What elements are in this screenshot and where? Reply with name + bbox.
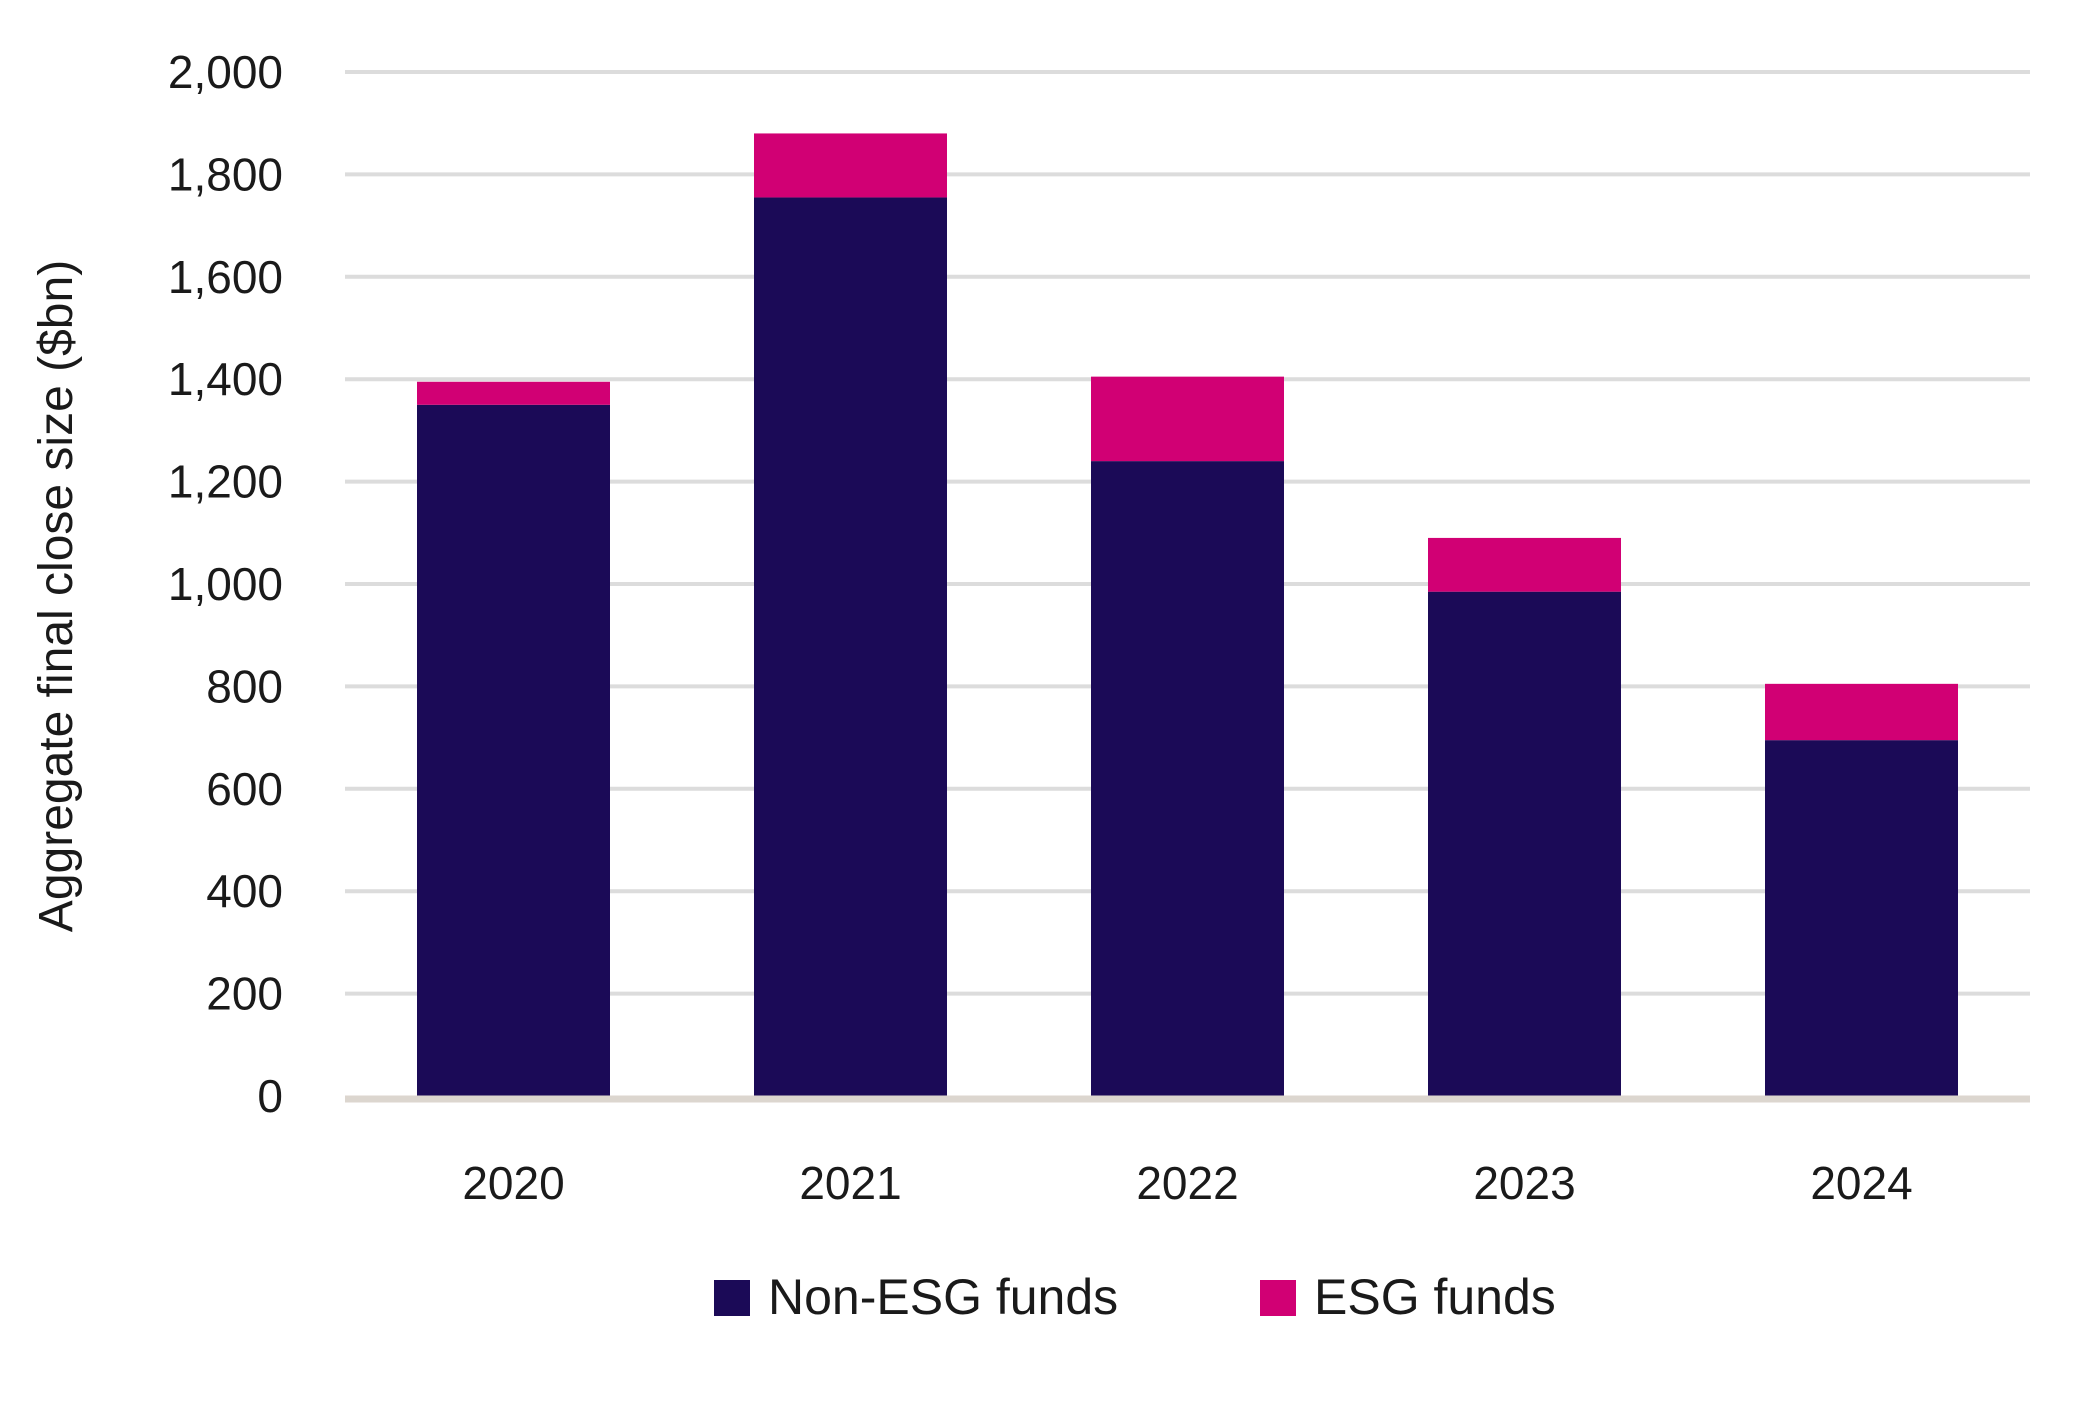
bar-esg-2024 [1765,683,1958,741]
x-tick-label: 2021 [799,1157,901,1209]
bars [417,133,1958,1096]
bar-non-esg-2021 [754,197,947,1096]
y-tick-label: 200 [206,968,283,1020]
y-tick-label: 400 [206,865,283,917]
legend-swatch-non-esg [714,1280,750,1316]
bar-non-esg-2020 [417,404,610,1096]
bar-esg-2022 [1091,376,1284,462]
y-tick-label: 1,800 [168,148,283,200]
y-tick-label: 800 [206,660,283,712]
legend: Non-ESG funds ESG funds [714,1269,1556,1325]
x-tick-label: 2023 [1473,1157,1575,1209]
y-tick-label: 1,600 [168,251,283,303]
bar-esg-2023 [1428,537,1621,592]
x-tick-label: 2022 [1136,1157,1238,1209]
y-axis-tick-labels: 0 200 400 600 800 1,000 1,200 1,400 1,600 1,800 2,… [168,46,283,1122]
y-tick-label: 1,200 [168,456,283,508]
y-tick-label: 2,000 [168,46,283,98]
y-tick-label: 1,000 [168,558,283,610]
x-tick-label: 2020 [462,1157,564,1209]
x-tick-label: 2024 [1810,1157,1912,1209]
legend-swatch-esg [1260,1280,1296,1316]
legend-label-esg: ESG funds [1314,1269,1556,1325]
bar-non-esg-2023 [1428,591,1621,1096]
y-tick-label: 1,400 [168,353,283,405]
legend-label-non-esg: Non-ESG funds [768,1269,1118,1325]
bar-esg-2021 [754,133,947,198]
y-tick-label: 0 [257,1070,283,1122]
x-axis-tick-labels: 2020 2021 2022 2023 2024 [462,1157,1912,1209]
bar-non-esg-2024 [1765,740,1958,1096]
y-tick-label: 600 [206,763,283,815]
bar-esg-2020 [417,381,610,405]
y-axis-title: Aggregate final close size ($bn) [30,260,83,932]
bar-non-esg-2022 [1091,461,1284,1096]
